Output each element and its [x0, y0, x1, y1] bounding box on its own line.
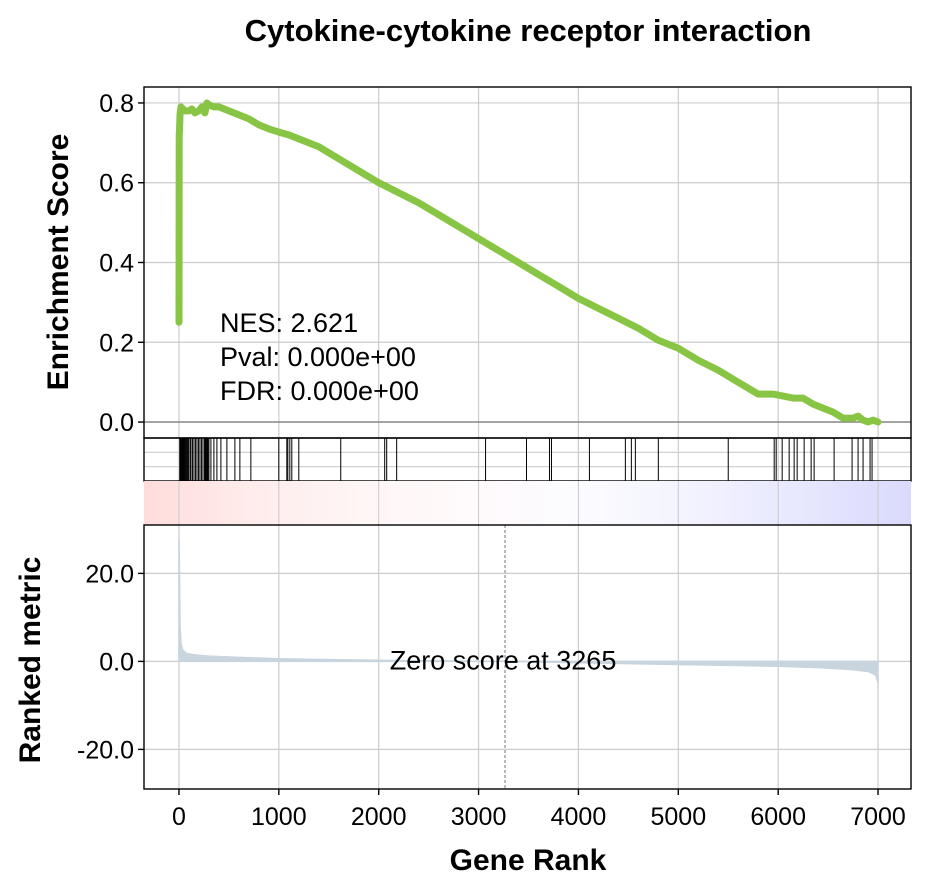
es-point — [177, 129, 181, 133]
es-point — [200, 105, 204, 109]
es-point — [596, 306, 600, 310]
es-point — [536, 272, 540, 276]
x-tick-label: 0 — [172, 803, 186, 831]
es-point — [517, 261, 521, 264]
es-point — [556, 284, 560, 288]
es-point — [287, 133, 291, 137]
es-point — [736, 380, 740, 384]
es-point — [203, 111, 207, 115]
es-point — [183, 109, 187, 113]
gene-hits-panel — [143, 437, 912, 482]
fdr-label: FDR: 0.000e+00 — [220, 376, 419, 406]
es-point — [791, 396, 795, 400]
x-tick-label: 4000 — [551, 803, 607, 831]
es-point — [781, 394, 785, 398]
es-point — [676, 346, 680, 350]
es-y-tick-label: 0.0 — [99, 409, 134, 437]
x-tick-label: 6000 — [750, 803, 806, 831]
es-point — [397, 191, 401, 195]
es-point — [861, 418, 865, 422]
es-point — [177, 133, 181, 137]
es-y-tick-label: 0.4 — [99, 250, 134, 278]
metric-y-tick-label: 0.0 — [99, 648, 134, 676]
ranked-metric-panel: -20.0 0.0 20.0 Zero score at 3265 0 1000 2000 3… — [77, 524, 912, 831]
ranked-metric-area — [178, 538, 879, 684]
es-point — [197, 109, 201, 113]
es-point — [716, 368, 720, 372]
x-tick-label: 5000 — [650, 803, 706, 831]
heatmap-gradient — [144, 481, 911, 525]
es-y-axis-label: Enrichment Score — [42, 134, 75, 391]
metric-frame — [143, 524, 912, 790]
es-point — [187, 109, 191, 113]
es-point — [856, 414, 860, 418]
es-point — [821, 406, 825, 410]
es-point — [616, 316, 620, 320]
es-point — [317, 145, 321, 149]
es-point — [636, 326, 640, 330]
es-point — [801, 396, 805, 400]
metric-y-axis-label: Ranked metric — [14, 557, 47, 764]
es-point — [277, 130, 281, 134]
es-point — [457, 225, 461, 229]
enrichment-score-panel: 0.0 0.2 0.4 0.6 0.8 — [99, 86, 912, 439]
es-point — [257, 123, 261, 127]
es-y-tick-label: 0.8 — [99, 90, 134, 118]
es-curve — [175, 99, 882, 426]
es-point — [232, 111, 236, 115]
es-point — [179, 105, 183, 109]
es-point — [193, 111, 197, 115]
pval-label: Pval: 0.000e+00 — [220, 342, 416, 372]
rank-heatmap-strip — [144, 481, 911, 525]
es-point — [437, 213, 441, 217]
es-point — [190, 107, 194, 111]
es-point — [876, 420, 880, 424]
es-point — [217, 105, 221, 109]
x-tick-label: 7000 — [850, 803, 906, 831]
x-tick-label: 1000 — [251, 803, 307, 831]
metric-y-tick-label: -20.0 — [77, 736, 134, 764]
es-point — [247, 117, 251, 121]
es-point — [771, 392, 775, 396]
es-point — [696, 358, 700, 362]
es-y-tick-label: 0.2 — [99, 329, 134, 357]
nes-label: NES: 2.621 — [220, 308, 358, 338]
es-point — [207, 103, 211, 107]
metric-y-tick-label: 20.0 — [85, 560, 134, 588]
x-tick-label: 3000 — [451, 803, 507, 831]
es-point — [177, 320, 181, 324]
zero-score-label: Zero score at 3265 — [390, 645, 617, 675]
chart-title: Cytokine-cytokine receptor interaction — [245, 13, 812, 48]
es-point — [227, 109, 231, 113]
es-point — [181, 107, 185, 111]
es-point — [871, 418, 875, 422]
es-point — [267, 127, 271, 131]
es-point — [297, 137, 301, 141]
x-axis-label: Gene Rank — [450, 844, 607, 877]
es-point — [656, 338, 660, 342]
hits-frame — [143, 437, 912, 482]
es-point — [237, 113, 241, 117]
es-point — [497, 249, 501, 253]
es-point — [417, 201, 421, 205]
es-point — [841, 416, 845, 420]
es-point — [831, 410, 835, 414]
es-point — [222, 107, 226, 111]
es-point — [866, 420, 870, 424]
es-point — [811, 402, 815, 406]
es-point — [576, 296, 580, 300]
es-point — [357, 169, 361, 173]
es-point — [337, 157, 341, 161]
x-tick-label: 2000 — [351, 803, 407, 831]
es-point — [851, 416, 855, 420]
es-point — [212, 105, 216, 109]
es-point — [756, 392, 760, 396]
es-point — [377, 181, 381, 185]
es-point — [205, 101, 209, 105]
es-point — [178, 113, 182, 117]
es-y-tick-label: 0.6 — [99, 170, 134, 198]
es-point — [477, 237, 481, 241]
